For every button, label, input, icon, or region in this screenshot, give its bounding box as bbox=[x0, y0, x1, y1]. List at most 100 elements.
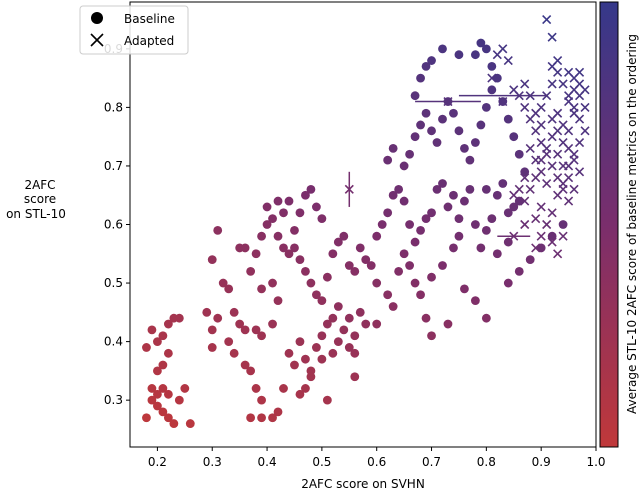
baseline-point bbox=[454, 214, 464, 224]
baseline-point bbox=[481, 102, 491, 112]
baseline-point bbox=[290, 225, 299, 235]
baseline-point bbox=[268, 413, 277, 423]
baseline-point bbox=[503, 114, 513, 124]
baseline-point bbox=[449, 190, 458, 200]
baseline-point bbox=[399, 249, 409, 259]
x-tick-label: 0.8 bbox=[477, 455, 496, 469]
baseline-point bbox=[432, 138, 442, 147]
y-tick-label: 0.5 bbox=[104, 276, 123, 290]
baseline-point bbox=[279, 208, 288, 218]
baseline-point bbox=[503, 208, 513, 218]
baseline-point bbox=[169, 419, 179, 428]
baseline-point bbox=[438, 261, 447, 270]
baseline-point bbox=[361, 319, 371, 329]
baseline-point bbox=[350, 372, 360, 382]
adapted-point bbox=[547, 132, 557, 142]
baseline-point bbox=[449, 243, 458, 253]
baseline-point bbox=[344, 261, 354, 270]
baseline-point bbox=[399, 196, 409, 206]
baseline-point bbox=[290, 243, 299, 253]
error-bars bbox=[348, 94, 547, 237]
y-axis-label: 2AFC score on STL-10 bbox=[6, 178, 66, 221]
baseline-point bbox=[547, 231, 557, 241]
y-tick-label: 0.3 bbox=[104, 393, 123, 407]
adapted-point bbox=[558, 231, 568, 241]
adapted-point bbox=[569, 184, 579, 194]
y-tick-label: 0.6 bbox=[104, 218, 123, 232]
baseline-point bbox=[350, 348, 360, 358]
adapted-point bbox=[564, 96, 574, 107]
baseline-point bbox=[405, 220, 414, 229]
baseline-point bbox=[147, 384, 157, 393]
adapted-point bbox=[520, 173, 530, 183]
baseline-point bbox=[251, 325, 261, 335]
adapted-point bbox=[509, 190, 519, 200]
baseline-point bbox=[185, 419, 195, 428]
adapted-point bbox=[520, 79, 530, 89]
baseline-point bbox=[306, 372, 316, 382]
adapted-point bbox=[580, 126, 590, 136]
baseline-point bbox=[421, 214, 431, 224]
baseline-point bbox=[268, 319, 277, 329]
baseline-point bbox=[481, 225, 491, 235]
adapted-point bbox=[564, 196, 574, 206]
baseline-point bbox=[207, 343, 217, 352]
baseline-point bbox=[312, 202, 321, 212]
adapted-point bbox=[525, 143, 535, 153]
baseline-point bbox=[284, 348, 294, 358]
baseline-point bbox=[416, 225, 425, 235]
baseline-point bbox=[295, 255, 305, 265]
baseline-point bbox=[481, 313, 491, 323]
baseline-point bbox=[438, 44, 447, 54]
baseline-point bbox=[153, 366, 162, 376]
baseline-point bbox=[454, 231, 464, 241]
baseline-point bbox=[438, 179, 447, 188]
baseline-point bbox=[306, 184, 316, 194]
baseline-point bbox=[257, 413, 266, 423]
baseline-point bbox=[399, 161, 409, 171]
baseline-point bbox=[339, 231, 349, 241]
baseline-point bbox=[476, 38, 486, 48]
x-axis-label: 2AFC score on SVHN bbox=[301, 477, 425, 489]
baseline-point bbox=[153, 401, 162, 411]
adapted-point bbox=[547, 161, 557, 171]
baseline-point bbox=[251, 249, 261, 259]
baseline-point bbox=[487, 62, 497, 71]
baseline-point bbox=[421, 62, 431, 71]
legend-label-adapted: Adapted bbox=[124, 34, 174, 48]
baseline-point bbox=[372, 231, 382, 241]
baseline-point bbox=[372, 278, 382, 288]
baseline-point bbox=[257, 284, 266, 294]
baseline-point bbox=[416, 120, 425, 130]
baseline-point bbox=[235, 319, 245, 329]
baseline-point bbox=[460, 196, 469, 206]
baseline-point bbox=[317, 331, 327, 341]
adapted-point bbox=[574, 137, 585, 148]
baseline-point bbox=[481, 184, 491, 194]
baseline-point bbox=[333, 302, 343, 311]
baseline-point bbox=[207, 255, 217, 265]
baseline-point bbox=[262, 220, 272, 229]
baseline-point bbox=[273, 296, 283, 306]
baseline-point bbox=[163, 389, 173, 399]
baseline-point bbox=[487, 85, 497, 95]
baseline-point bbox=[470, 138, 480, 147]
baseline-point bbox=[322, 395, 332, 405]
baseline-point bbox=[432, 184, 442, 194]
baseline-point bbox=[273, 231, 283, 241]
baseline-point bbox=[355, 307, 365, 317]
x-tick-label: 0.7 bbox=[422, 455, 441, 469]
baseline-point bbox=[388, 302, 398, 311]
baseline-point bbox=[158, 360, 168, 370]
x-tick-label: 0.9 bbox=[532, 455, 551, 469]
baseline-point bbox=[427, 208, 436, 218]
baseline-point bbox=[388, 143, 398, 153]
baseline-point bbox=[328, 313, 338, 323]
adapted-point bbox=[503, 55, 513, 66]
baseline-point bbox=[333, 237, 343, 247]
legend-label-baseline: Baseline bbox=[124, 12, 175, 26]
baseline-point bbox=[514, 266, 524, 276]
baseline-point bbox=[240, 243, 250, 253]
baseline-point bbox=[344, 343, 354, 352]
baseline-point bbox=[163, 413, 173, 423]
